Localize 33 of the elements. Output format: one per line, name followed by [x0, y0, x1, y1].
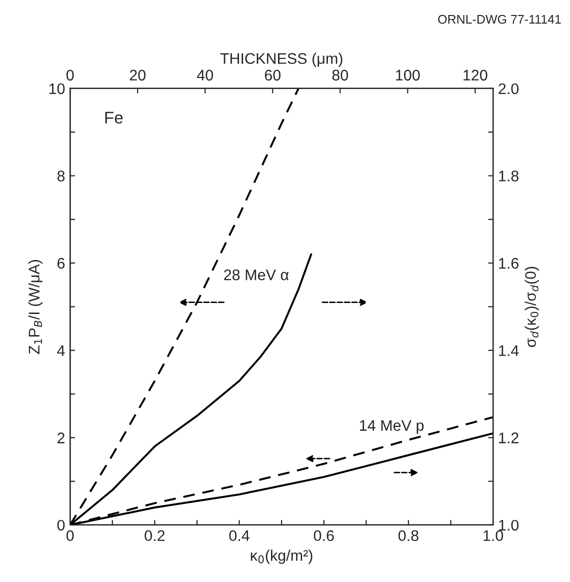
- x-tick-label: 0: [66, 530, 74, 542]
- x-tick-label: 0.8: [398, 530, 418, 542]
- x2-tick-label: 120: [464, 70, 488, 81]
- x2-tick-label: 60: [264, 70, 281, 81]
- x-axis-title: κ$_{0}$(kg/m²): [250, 550, 312, 564]
- y2-tick-label: 1.4: [499, 345, 519, 356]
- x-tick-label: 0.4: [229, 530, 250, 542]
- x-tick-label: 1.0: [484, 530, 504, 542]
- y-tick-label: 6: [58, 258, 65, 269]
- y-tick-label: 2: [58, 432, 64, 444]
- x-tick-label: 0.6: [314, 530, 334, 542]
- annotation: 14 MeV p: [360, 420, 424, 434]
- text: ORNL-DWG 77-11141: [438, 14, 561, 24]
- y2-tick-label: 2.0: [498, 83, 519, 94]
- x2-tick-label: 80: [332, 70, 348, 81]
- y2-tick-label: 1.8: [499, 170, 518, 182]
- x2-tick-label: 20: [130, 70, 146, 81]
- annotation: Fe: [105, 112, 123, 124]
- annotation: 28 MeV α: [224, 269, 289, 280]
- x-tick-label: 0.2: [144, 530, 165, 542]
- y2-tick-label: 1.2: [499, 432, 518, 444]
- y-tick-label: 10: [49, 83, 65, 94]
- x2-axis-title: THICKNESS (μm): [220, 52, 342, 67]
- y-tick-label: 0: [57, 520, 65, 531]
- y2-tick-label: 1.0: [499, 520, 519, 531]
- y2-tick-label: 1.6: [499, 258, 518, 269]
- y2-axis-title: σ$_{d}$(κ$_{0}$)/σ$_{d}$(0): [524, 266, 539, 347]
- x2-tick-label: 0: [66, 70, 74, 81]
- x2-tick-label: 100: [396, 70, 420, 81]
- y-tick-label: 8: [57, 170, 65, 182]
- y-axis-title: Z$_{1}$P$_{B}$/I (W/μA): [28, 260, 43, 354]
- y-tick-label: 4: [57, 345, 65, 356]
- x2-tick-label: 40: [196, 70, 214, 81]
